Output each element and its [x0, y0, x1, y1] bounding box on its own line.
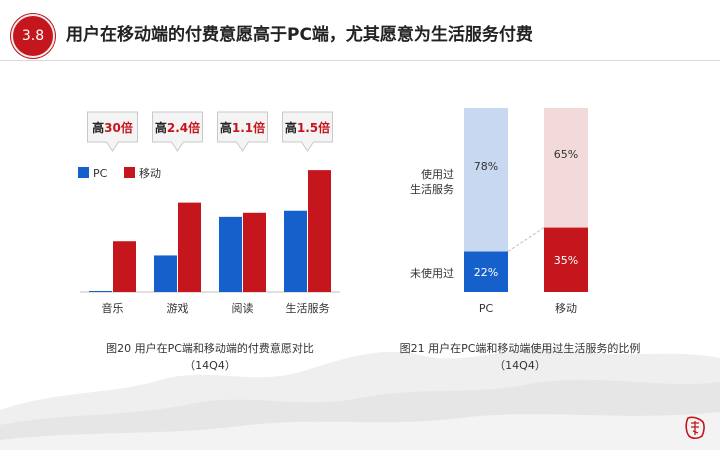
callout-prefix: 高 — [155, 120, 167, 135]
page-title: 用户在移动端的付费意愿高于PC端，尤其愿意为生活服务付费 — [66, 25, 533, 45]
row-label-used-line1: 使用过 — [421, 168, 454, 181]
bar-used-0 — [464, 108, 508, 252]
chart2-caption-period: （14Q4） — [494, 359, 546, 372]
callout-value: 1.1倍 — [232, 120, 265, 135]
bar-mobile-2 — [243, 212, 266, 292]
x-tick-label: 音乐 — [102, 301, 124, 315]
callout-prefix: 高 — [220, 120, 232, 135]
callout-box — [87, 111, 138, 152]
row-label-unused: 未使用过 — [410, 267, 454, 280]
callout-prefix: 高 — [285, 120, 297, 135]
chart2-caption: 图21 用户在PC端和移动端使用过生活服务的比例 （14Q4） — [380, 340, 660, 374]
bar-used-1 — [544, 108, 588, 228]
legend-label-1: 移动 — [139, 167, 161, 180]
callout-value: 2.4倍 — [167, 120, 200, 135]
bar-pc-0 — [89, 290, 112, 292]
x-tick-label: 游戏 — [167, 302, 189, 315]
callout-label: 高1.1倍 — [220, 120, 265, 135]
callout-label: 高1.5倍 — [285, 120, 330, 135]
row-label-used-line2: 生活服务 — [410, 182, 454, 196]
x-tick-label: 移动 — [555, 302, 577, 315]
legend-label-0: PC — [93, 167, 108, 180]
bar-mobile-0 — [113, 241, 136, 292]
legend-swatch-0 — [78, 167, 89, 178]
header-divider — [0, 60, 720, 61]
bar-pc-1 — [154, 255, 177, 292]
callout-box — [152, 111, 203, 152]
chart1-caption: 图20 用户在PC端和移动端的付费意愿对比 （14Q4） — [80, 340, 340, 374]
section-number-badge: 3.8 — [11, 14, 55, 58]
bar-mobile-3 — [308, 170, 331, 292]
callout-box — [282, 111, 333, 152]
connector-line — [507, 227, 545, 252]
page-header: 3.8 用户在移动端的付费意愿高于PC端，尤其愿意为生活服务付费 — [0, 0, 720, 64]
data-label-unused-1: 35% — [554, 254, 578, 267]
x-tick-label: 生活服务 — [286, 301, 330, 315]
bar-mobile-1 — [178, 202, 201, 292]
data-label-used-0: 78% — [474, 160, 498, 173]
callout-label: 高30倍 — [92, 120, 133, 135]
callout-prefix: 高 — [92, 120, 104, 135]
data-label-used-1: 65% — [554, 148, 578, 161]
callout-value: 1.5倍 — [297, 120, 330, 135]
x-tick-label: PC — [479, 302, 494, 315]
bar-unused-1 — [544, 227, 588, 292]
bar-unused-0 — [464, 251, 508, 292]
chart2-caption-title: 图21 用户在PC端和移动端使用过生活服务的比例 — [399, 342, 641, 355]
chart1-caption-period: （14Q4） — [184, 359, 236, 372]
callout-box — [217, 111, 268, 152]
callout-label: 高2.4倍 — [155, 120, 200, 135]
data-label-unused-0: 22% — [474, 266, 498, 279]
chart1-caption-title: 图20 用户在PC端和移动端的付费意愿对比 — [106, 342, 314, 355]
callout-value: 30倍 — [104, 120, 133, 135]
bar-pc-2 — [219, 216, 242, 292]
seal-icon — [685, 416, 705, 440]
bar-pc-3 — [284, 210, 307, 292]
mountain-background — [0, 347, 720, 450]
legend-swatch-1 — [124, 167, 135, 178]
x-tick-label: 阅读 — [232, 301, 254, 315]
